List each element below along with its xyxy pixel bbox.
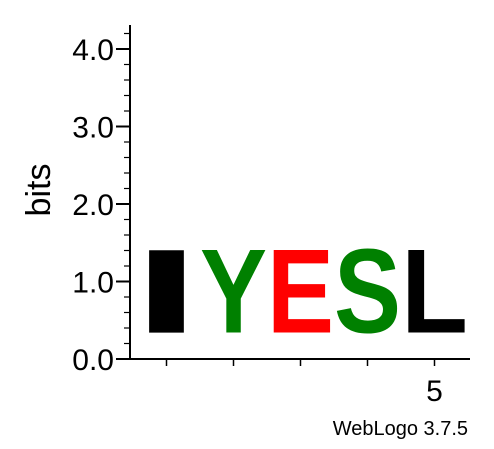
logo-letter-l: L: [401, 225, 468, 358]
y-tick-label: 4.0: [72, 34, 114, 67]
logo-letter-y: Y: [200, 225, 267, 358]
y-tick-label: 1.0: [72, 267, 114, 300]
logo-letter-s: S: [334, 225, 401, 358]
logo-letter-i: I: [133, 225, 200, 358]
y-tick-label: 0.0: [72, 344, 114, 377]
y-axis-label: bits: [20, 164, 58, 217]
y-tick-label: 2.0: [72, 189, 114, 222]
x-ticks: 5: [165, 359, 443, 408]
y-tick-label: 3.0: [72, 112, 114, 145]
y-ticks: 0.0 1.0 2.0 3.0 4.0: [72, 32, 130, 377]
x-tick-label: 5: [426, 375, 443, 408]
footer-credit: WebLogo 3.7.5: [333, 418, 468, 440]
logo-letter-e: E: [267, 225, 334, 358]
